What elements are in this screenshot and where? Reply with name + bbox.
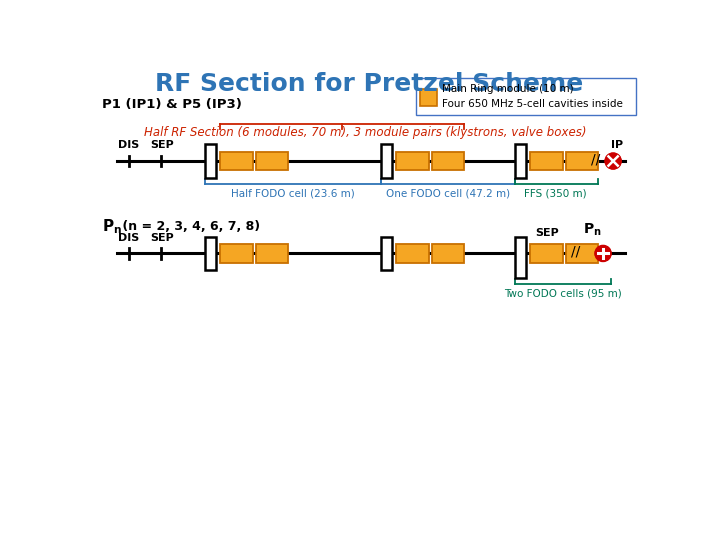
Text: One FODO cell (47.2 m): One FODO cell (47.2 m): [386, 188, 510, 198]
Bar: [515, 237, 526, 278]
Bar: [530, 244, 563, 262]
Bar: [530, 152, 563, 170]
Bar: [256, 152, 289, 170]
Bar: [432, 152, 464, 170]
Circle shape: [595, 246, 611, 261]
Text: IP: IP: [611, 140, 623, 150]
Bar: [381, 237, 392, 271]
Bar: [566, 152, 598, 170]
Bar: [396, 244, 428, 262]
Text: DIS: DIS: [118, 140, 140, 150]
Text: P1 (IP1) & P5 (IP3): P1 (IP1) & P5 (IP3): [102, 98, 241, 111]
Bar: [420, 90, 437, 106]
Circle shape: [606, 153, 621, 168]
Text: RF Section for Pretzel Scheme: RF Section for Pretzel Scheme: [155, 72, 583, 96]
Bar: [396, 152, 428, 170]
Text: SEP: SEP: [536, 228, 559, 238]
Text: //: //: [570, 245, 580, 259]
Bar: [204, 144, 216, 178]
Bar: [566, 244, 598, 262]
Text: SEP: SEP: [150, 233, 174, 242]
Text: $\mathbf{P_n}$: $\mathbf{P_n}$: [583, 221, 601, 238]
Text: //: //: [591, 152, 600, 166]
Text: DIS: DIS: [118, 233, 140, 242]
Text: Main Ring module (10 m): Main Ring module (10 m): [442, 84, 573, 94]
Bar: [415, 78, 636, 115]
Bar: [515, 144, 526, 178]
Text: Four 650 MHz 5-cell cavities inside: Four 650 MHz 5-cell cavities inside: [442, 99, 623, 109]
Bar: [381, 144, 392, 178]
Bar: [432, 244, 464, 262]
Text: SEP: SEP: [150, 140, 174, 150]
Text: FFS (350 m): FFS (350 m): [524, 188, 587, 198]
Bar: [256, 244, 289, 262]
Bar: [220, 152, 253, 170]
Text: (n = 2, 3, 4, 6, 7, 8): (n = 2, 3, 4, 6, 7, 8): [118, 220, 260, 233]
Bar: [204, 237, 216, 271]
Text: Two FODO cells (95 m): Two FODO cells (95 m): [504, 288, 621, 298]
Bar: [220, 244, 253, 262]
Text: $\mathbf{P_n}$: $\mathbf{P_n}$: [102, 217, 122, 236]
Text: Half FODO cell (23.6 m): Half FODO cell (23.6 m): [231, 188, 355, 198]
Text: Half RF Section (6 modules, 70 m), 3 module pairs (klystrons, valve boxes): Half RF Section (6 modules, 70 m), 3 mod…: [144, 126, 586, 139]
